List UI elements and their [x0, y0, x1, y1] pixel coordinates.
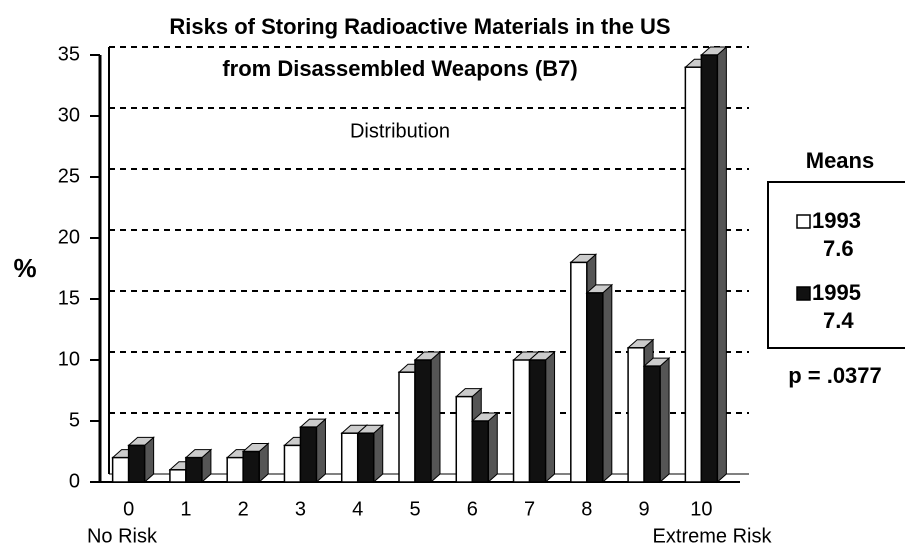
bar	[169, 469, 187, 483]
bar	[700, 54, 719, 483]
bar	[356, 432, 375, 483]
legend-swatch	[796, 214, 811, 229]
legend-title: Means	[806, 148, 874, 173]
x-tick-label: 5	[409, 498, 420, 520]
bar	[398, 371, 416, 483]
bar-side	[315, 417, 326, 484]
x-tick-label: 7	[524, 498, 535, 520]
bar	[528, 359, 547, 483]
x-tick-label: 3	[295, 498, 306, 520]
bar-side	[716, 45, 727, 484]
bar	[643, 365, 661, 483]
x-tick-label: 8	[581, 498, 592, 520]
bar-side	[545, 350, 556, 484]
y-tick-label: 5	[69, 409, 80, 431]
y-tick-label: 10	[58, 348, 80, 370]
x-tick-label: 9	[639, 498, 650, 520]
x-tick-label: 0	[123, 498, 134, 520]
legend-label: 1993	[812, 208, 861, 233]
annotation: Distribution	[350, 120, 450, 142]
y-tick-label: 25	[58, 165, 80, 187]
x-tick-label: 2	[238, 498, 249, 520]
x-high-label: Extreme Risk	[653, 525, 773, 547]
y-tick-label: 35	[58, 43, 80, 65]
bar	[586, 292, 604, 483]
legend-label: 1995	[812, 280, 861, 305]
legend-mean: 7.6	[823, 236, 854, 261]
bar	[414, 359, 432, 483]
x-tick-label: 1	[180, 498, 191, 520]
bar	[684, 66, 703, 483]
bar	[111, 456, 130, 483]
legend-mean: 7.4	[823, 308, 854, 333]
bar	[512, 359, 531, 483]
chart-title: Risks of Storing Radioactive Materials i…	[169, 14, 670, 39]
bar	[340, 432, 359, 483]
x-tick-label: 10	[690, 498, 712, 520]
x-low-label: No Risk	[87, 525, 158, 547]
bar	[471, 420, 490, 483]
legend-box	[767, 181, 905, 349]
bar-side	[430, 350, 441, 484]
bar-side	[602, 283, 613, 484]
bar	[226, 456, 244, 483]
bar-side	[373, 424, 384, 484]
bar	[627, 347, 645, 483]
bar-side	[659, 356, 670, 484]
y-axis-label: %	[13, 253, 36, 283]
bar	[283, 444, 302, 483]
bar	[299, 426, 318, 483]
bar	[455, 395, 474, 483]
y-tick-label: 20	[58, 226, 80, 248]
chart-subtitle: from Disassembled Weapons (B7)	[222, 56, 577, 81]
bar	[242, 450, 260, 483]
p-value: p = .0377	[788, 363, 882, 388]
x-tick-label: 6	[467, 498, 478, 520]
legend-swatch	[796, 286, 811, 301]
bar	[185, 456, 203, 483]
bar-side	[487, 411, 498, 484]
y-tick-label: 0	[69, 470, 80, 492]
y-tick-label: 30	[58, 104, 80, 126]
x-tick-label: 4	[352, 498, 363, 520]
bar	[570, 261, 588, 483]
bar	[127, 444, 146, 483]
y-tick-label: 15	[58, 287, 80, 309]
